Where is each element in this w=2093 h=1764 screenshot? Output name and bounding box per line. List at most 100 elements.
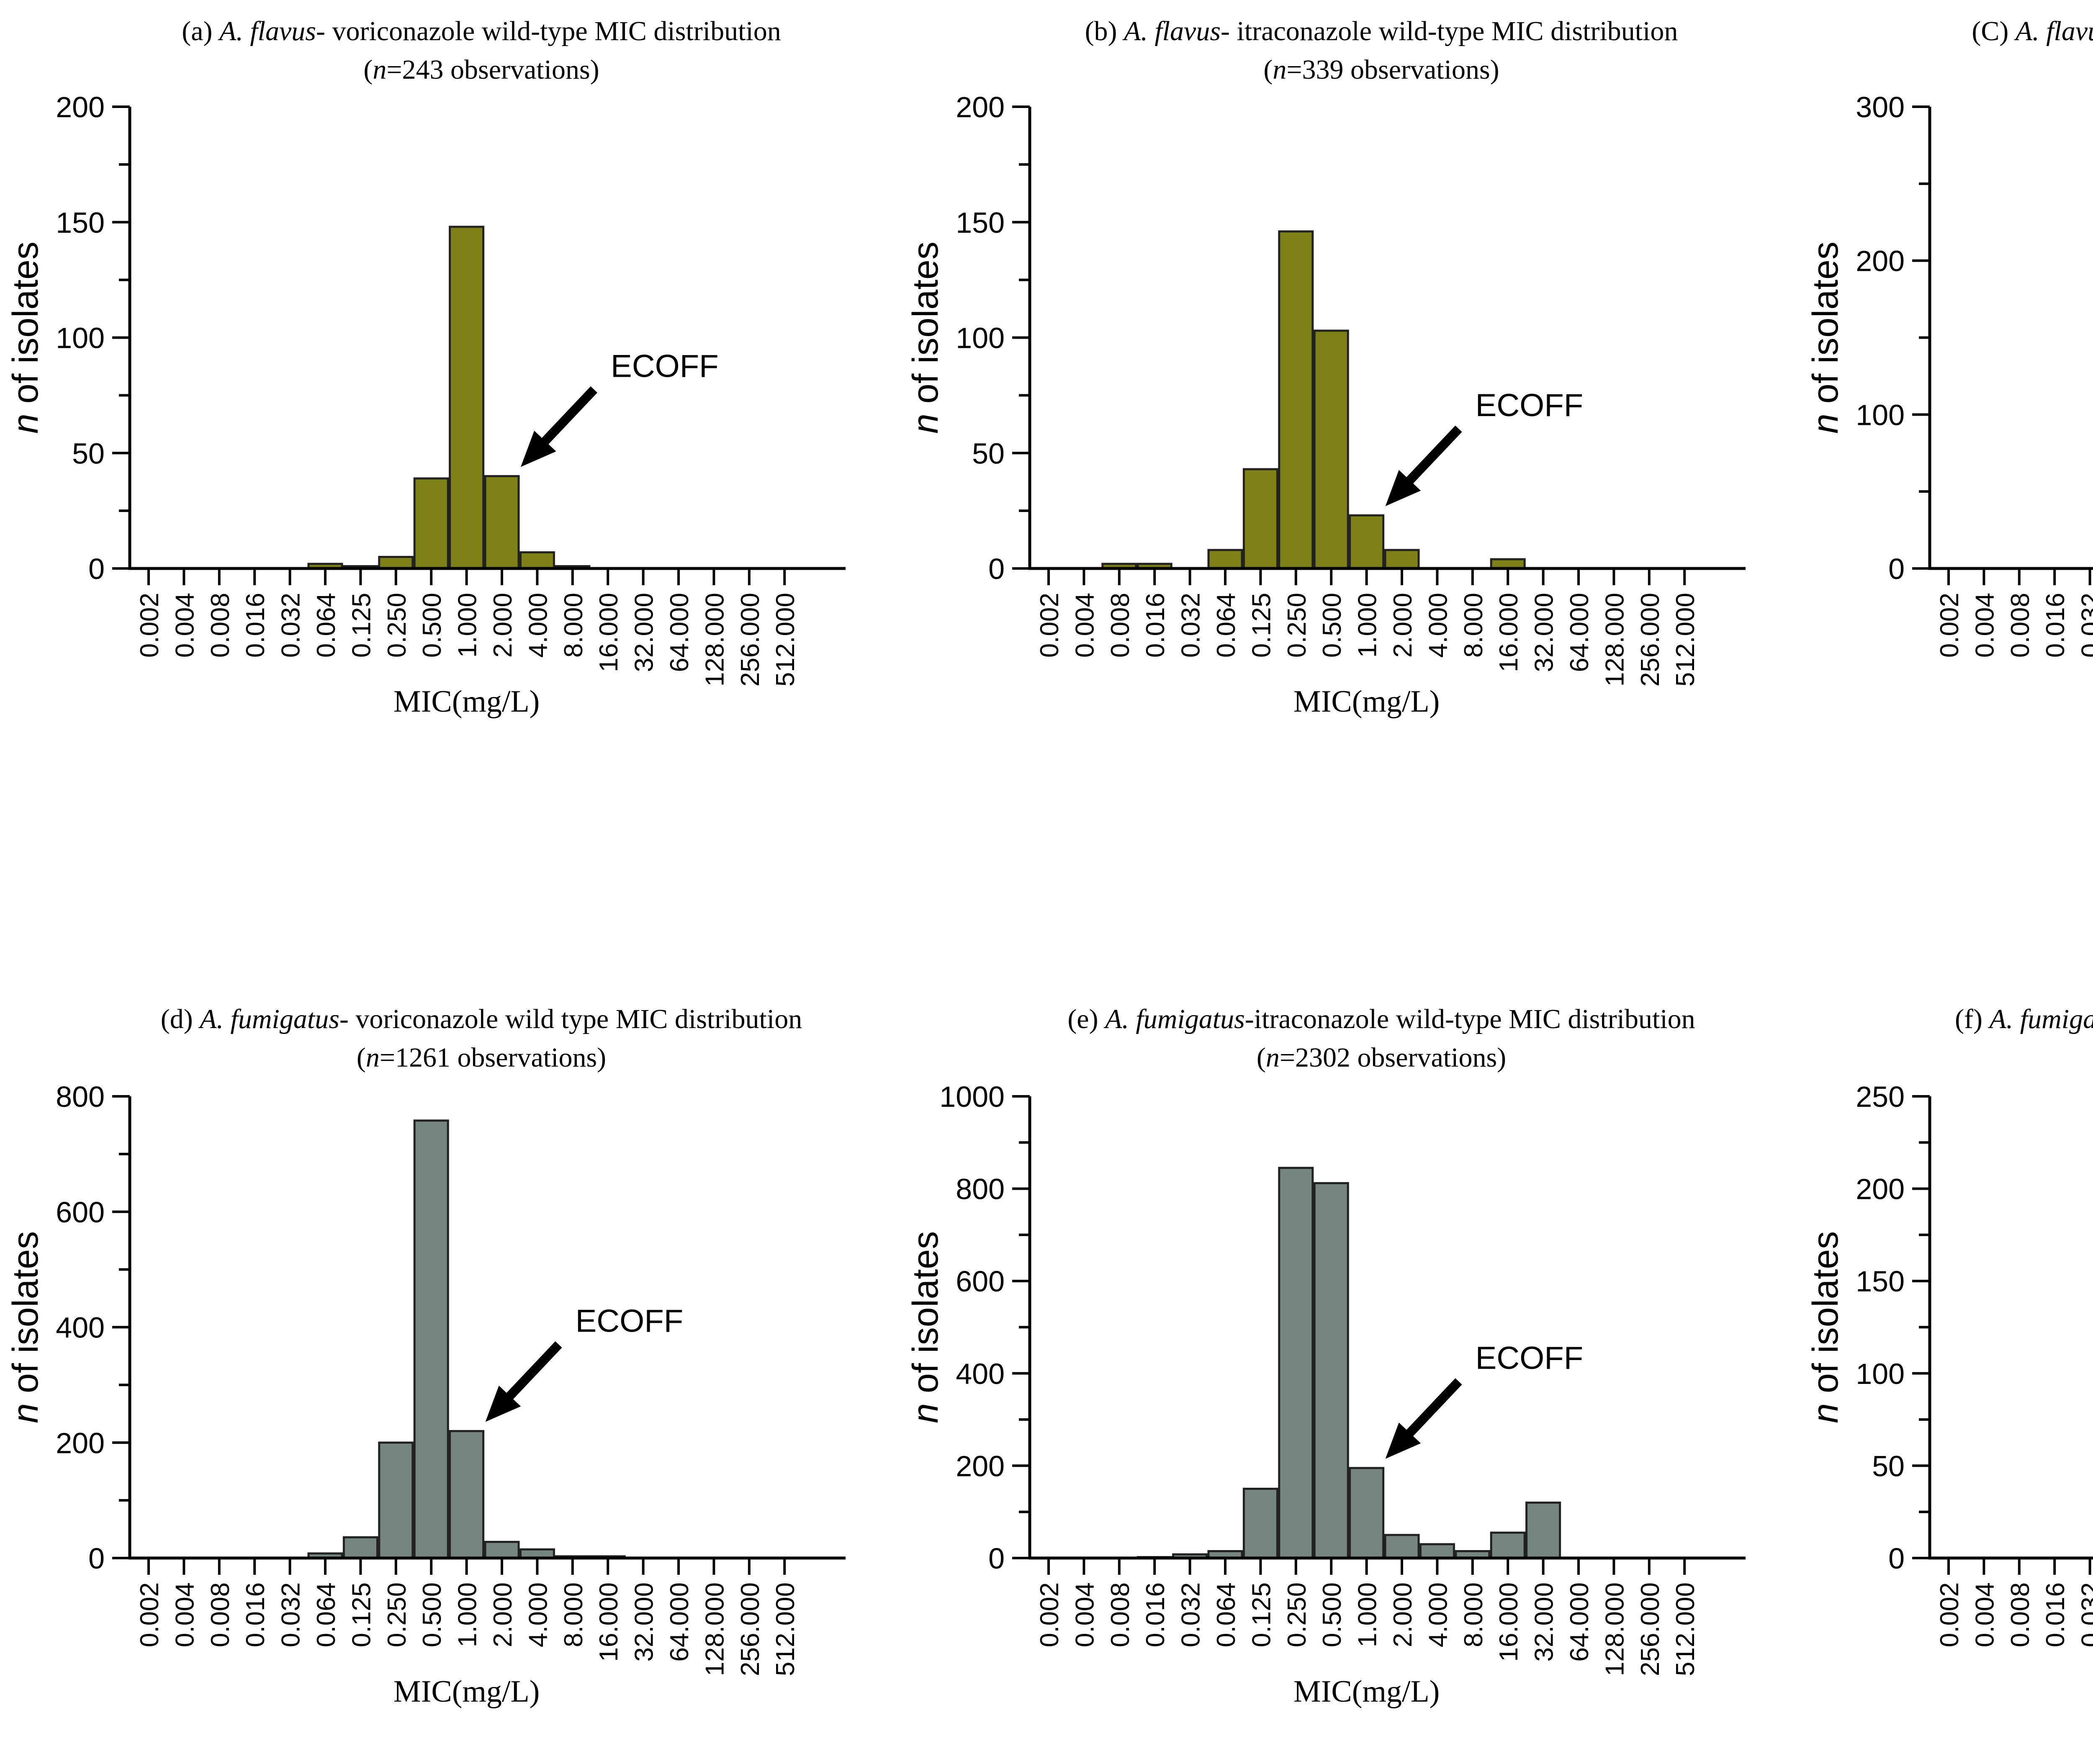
y-tick-label: 200 (1856, 1173, 1905, 1206)
x-axis-label: MIC(mg/L) (393, 684, 540, 719)
ecoff-arrowhead (1385, 1422, 1421, 1459)
x-tick-label: 0.064 (312, 593, 341, 658)
x-tick-label: 128.000 (700, 593, 729, 687)
y-tick-label: 400 (56, 1311, 105, 1344)
x-tick-label: 128.000 (1600, 1582, 1629, 1676)
y-axis-label: n of isolates (5, 1231, 46, 1423)
y-tick-label: 1000 (939, 1080, 1005, 1113)
y-tick-label: 150 (956, 206, 1005, 239)
x-tick-label: 32.000 (630, 593, 659, 672)
y-tick-label: 0 (1888, 1542, 1905, 1575)
bar (1242, 468, 1278, 570)
x-tick-label: 0.250 (1283, 1582, 1311, 1647)
x-tick-label: 4.000 (524, 1582, 553, 1647)
x-tick-label: 16.000 (1494, 593, 1523, 672)
x-tick-label: 0.125 (347, 593, 376, 658)
x-tick-label: 0.002 (135, 1582, 164, 1647)
bar (1278, 1167, 1314, 1559)
x-tick-label: 0.064 (312, 1582, 341, 1647)
x-tick-label: 2.000 (489, 593, 517, 658)
x-tick-label: 16.000 (1494, 1582, 1523, 1662)
y-tick-label: 0 (1888, 553, 1905, 585)
x-tick-label: 8.000 (559, 593, 588, 658)
chart-panel-d: (d) A. fumigatus- voriconazole wild type… (0, 882, 900, 1764)
y-tick-label: 100 (56, 322, 105, 355)
y-tick-label: 0 (88, 1542, 105, 1575)
x-tick-label: 2.000 (1388, 593, 1417, 658)
bar (1313, 1182, 1349, 1559)
chart-svg-a: (a) A. flavus- voriconazole wild-type MI… (5, 16, 846, 719)
x-tick-label: 1.000 (453, 1582, 482, 1647)
x-tick-label: 0.250 (383, 1582, 411, 1647)
x-tick-label: 16.000 (594, 1582, 623, 1662)
chart-subtitle: (n=339 observations) (1263, 54, 1499, 85)
x-tick-label: 4.000 (524, 593, 553, 658)
ecoff-arrow-shaft (1398, 1378, 1462, 1445)
x-tick-label: 0.004 (1970, 593, 1999, 658)
x-tick-label: 0.125 (347, 1582, 376, 1647)
x-tick-label: 256.000 (736, 1582, 765, 1676)
x-tick-label: 0.008 (1106, 593, 1135, 658)
bar (1313, 329, 1349, 570)
chart-svg-b: (b) A. flavus- itraconazole wild-type MI… (905, 16, 1746, 719)
y-tick-label: 0 (88, 553, 105, 585)
x-tick-label: 0.004 (1070, 593, 1099, 658)
y-tick-label: 150 (1856, 1265, 1905, 1298)
y-tick-label: 800 (956, 1173, 1005, 1206)
x-tick-label: 256.000 (1636, 593, 1665, 687)
bar (1384, 549, 1420, 570)
y-tick-label: 100 (956, 322, 1005, 355)
bar (1207, 549, 1243, 570)
chart-svg-c: (C) A. flavus- isavuconazole wild-type M… (1805, 16, 2093, 658)
x-tick-label: 2.000 (1388, 1582, 1417, 1647)
y-tick-label: 600 (56, 1196, 105, 1229)
x-tick-label: 0.008 (1106, 1582, 1135, 1647)
chart-panel-f: (f) A. fumigatus- isavuconazole wild-typ… (1800, 882, 2093, 1764)
chart-subtitle: (n=243 observations) (363, 54, 599, 85)
chart-panel-c: (C) A. flavus- isavuconazole wild-type M… (1800, 0, 2093, 882)
y-axis-label: n of isolates (905, 242, 946, 434)
x-tick-label: 0.125 (1247, 593, 1276, 658)
x-tick-label: 8.000 (1459, 593, 1488, 658)
x-tick-label: 256.000 (736, 593, 765, 687)
chart-title: (e) A. fumigatus-itraconazole wild-type … (1067, 1004, 1695, 1034)
chart-subtitle: (n=1261 observations) (357, 1042, 606, 1073)
chart-title: (a) A. flavus- voriconazole wild-type MI… (182, 16, 781, 46)
x-tick-label: 0.016 (2041, 593, 2070, 658)
bar (449, 226, 485, 570)
ecoff-arrow-shaft (533, 386, 597, 454)
bar (1490, 1531, 1526, 1559)
y-axis-label: n of isolates (905, 1231, 946, 1423)
x-tick-label: 64.000 (1565, 593, 1594, 672)
x-tick-label: 0.016 (241, 1582, 270, 1647)
x-tick-label: 0.064 (1212, 593, 1241, 658)
bar (1278, 230, 1314, 570)
ecoff-arrowhead (1385, 470, 1421, 507)
y-tick-label: 400 (956, 1358, 1005, 1390)
x-tick-label: 0.500 (1318, 593, 1347, 658)
y-tick-label: 150 (56, 206, 105, 239)
x-tick-label: 0.016 (2041, 1582, 2070, 1647)
x-tick-label: 128.000 (1600, 593, 1629, 687)
bar (449, 1430, 485, 1559)
x-axis-label: MIC(mg/L) (1293, 684, 1440, 719)
x-tick-label: 0.008 (2006, 1582, 2035, 1647)
y-tick-label: 800 (56, 1080, 105, 1113)
y-tick-label: 600 (956, 1265, 1005, 1298)
chart-title: (d) A. fumigatus- voriconazole wild type… (161, 1004, 802, 1034)
y-tick-label: 50 (72, 437, 105, 470)
ecoff-arrowhead (521, 430, 556, 467)
y-tick-label: 100 (1856, 1358, 1905, 1390)
chart-title: (b) A. flavus- itraconazole wild-type MI… (1085, 16, 1678, 46)
x-tick-label: 0.004 (1070, 1582, 1099, 1647)
x-tick-label: 0.002 (135, 593, 164, 658)
y-tick-label: 0 (988, 1542, 1005, 1575)
x-tick-label: 0.016 (241, 593, 270, 658)
chart-title: (f) A. fumigatus- isavuconazole wild-typ… (1955, 1004, 2093, 1034)
bar (519, 551, 555, 570)
y-tick-label: 50 (1872, 1450, 1905, 1482)
x-tick-label: 512.000 (771, 593, 800, 687)
x-tick-label: 512.000 (1671, 1582, 1700, 1676)
bar (1349, 1467, 1385, 1559)
x-tick-label: 0.064 (1212, 1582, 1241, 1647)
